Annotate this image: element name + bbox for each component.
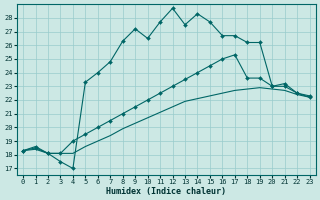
X-axis label: Humidex (Indice chaleur): Humidex (Indice chaleur) bbox=[106, 187, 226, 196]
